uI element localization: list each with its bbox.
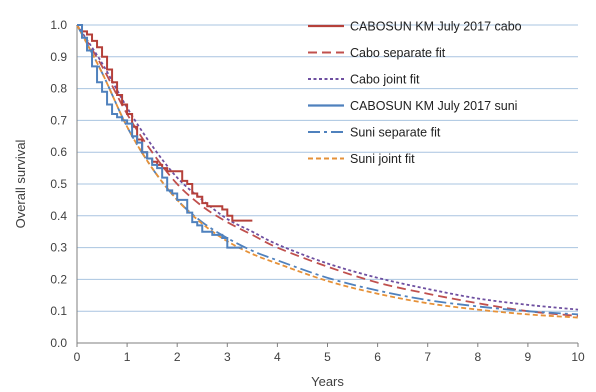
legend-entry-0: CABOSUN KM July 2017 cabo <box>350 20 522 34</box>
y-axis-label: Overall survival <box>13 139 28 228</box>
x-tick-label: 10 <box>571 350 585 364</box>
plot-area <box>76 24 579 319</box>
series-line-3 <box>77 24 243 249</box>
gridlines <box>77 24 578 312</box>
y-tick-label: 0.8 <box>50 82 67 96</box>
legend: CABOSUN KM July 2017 cabo Cabo separate f… <box>308 20 522 166</box>
legend-entry-2: Cabo joint fit <box>350 73 420 87</box>
y-tick-label: 0.7 <box>50 113 67 127</box>
series-line-0 <box>77 24 253 222</box>
x-axis-label: Years <box>311 374 344 389</box>
y-tick-label: 0.2 <box>50 272 67 286</box>
y-tick-label: 0.9 <box>50 50 67 64</box>
x-tick-label: 6 <box>374 350 381 364</box>
x-tick-label: 5 <box>324 350 331 364</box>
y-tick-label: 0.5 <box>50 177 67 191</box>
series-line-2 <box>76 24 579 311</box>
x-tick-label: 1 <box>124 350 131 364</box>
x-tick-label: 8 <box>474 350 481 364</box>
y-tick-label: 0.1 <box>50 304 67 318</box>
legend-entry-4: Suni separate fit <box>350 126 441 140</box>
x-tick-label: 4 <box>274 350 281 364</box>
x-tick-label: 7 <box>424 350 431 364</box>
legend-entry-3: CABOSUN KM July 2017 suni <box>350 99 517 113</box>
y-tick-label: 0.4 <box>50 209 67 223</box>
y-tick-label: 0.6 <box>50 145 67 159</box>
x-tick-label: 0 <box>74 350 81 364</box>
x-tick-label: 9 <box>525 350 532 364</box>
x-tick-label: 2 <box>174 350 181 364</box>
legend-entry-5: Suni joint fit <box>350 152 415 166</box>
y-tick-label: 1.0 <box>50 18 67 32</box>
x-tick-label: 3 <box>224 350 231 364</box>
series-line-5 <box>76 24 579 319</box>
series-line-4 <box>76 24 579 316</box>
y-tick-label: 0.3 <box>50 241 67 255</box>
axes: 0.0 0.1 0.2 0.3 0.4 0.5 0.6 0.7 0.8 0.9 1.0 0 1 2 3 4 5 6… <box>50 18 585 364</box>
y-tick-label: 0.0 <box>50 336 67 350</box>
legend-entry-1: Cabo separate fit <box>350 46 446 60</box>
